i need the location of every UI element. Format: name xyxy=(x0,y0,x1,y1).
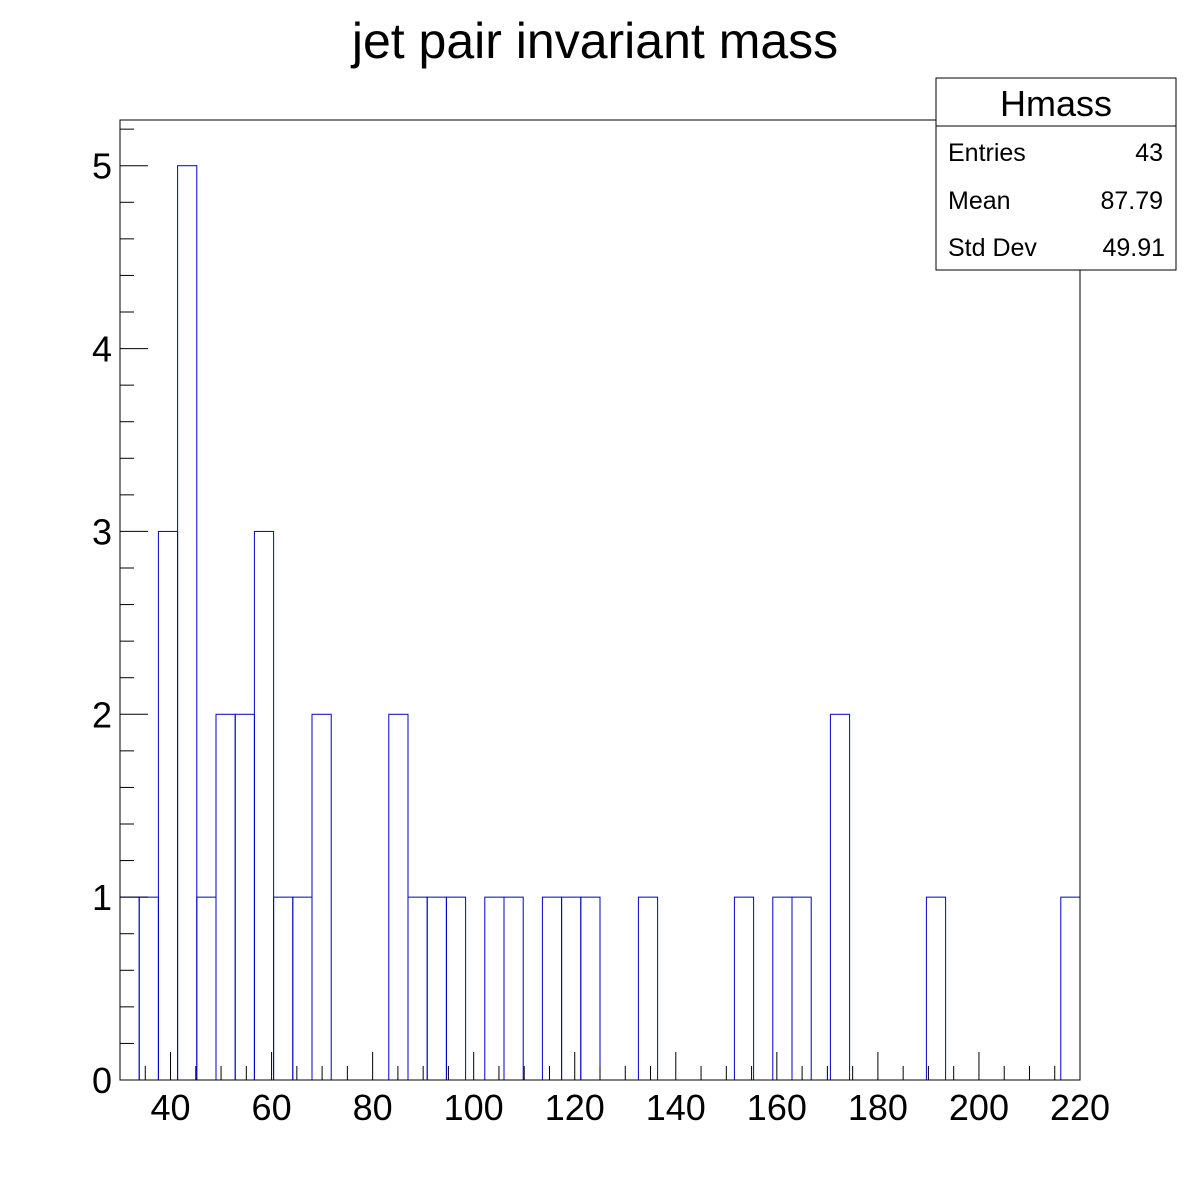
stats-box: Hmass Entries 43 Mean 87.79 Std Dev 49.9… xyxy=(935,77,1177,271)
x-tick-label: 120 xyxy=(545,1087,605,1128)
x-tick-label: 180 xyxy=(848,1087,908,1128)
stats-stddev-label: Std Dev xyxy=(948,234,1037,262)
x-tick-label: 80 xyxy=(353,1087,393,1128)
stats-mean-label: Mean xyxy=(948,187,1011,215)
histogram-bin xyxy=(119,896,140,1081)
histogram-bin xyxy=(215,713,236,1081)
histogram-bars xyxy=(119,165,1081,1081)
histogram-bin xyxy=(177,165,198,1081)
histogram-bin xyxy=(311,713,332,1081)
histogram-bin xyxy=(925,896,947,1081)
histogram-bin xyxy=(484,896,505,1081)
histogram-bin xyxy=(580,896,601,1081)
histogram-bin xyxy=(388,713,409,1081)
x-tick-label: 200 xyxy=(949,1087,1009,1128)
histogram-bin xyxy=(196,896,217,1081)
stats-entries-label: Entries xyxy=(948,139,1026,167)
stats-stddev-value: 49.91 xyxy=(1102,234,1165,262)
y-axis: 0 1 2 3 4 5 xyxy=(92,128,148,1101)
chart-title: jet pair invariant mass xyxy=(350,13,838,69)
histogram-bin xyxy=(791,896,812,1081)
histogram-bin xyxy=(234,713,255,1081)
histogram-bin xyxy=(407,896,428,1081)
y-tick-label: 0 xyxy=(92,1060,112,1101)
histogram-bin xyxy=(637,896,659,1081)
histogram-bin xyxy=(138,896,159,1081)
stats-mean-value: 87.79 xyxy=(1100,187,1163,215)
histogram-bin xyxy=(829,713,851,1081)
histogram-bin xyxy=(445,896,467,1081)
histogram-bin xyxy=(253,530,275,1081)
histogram-bin xyxy=(541,896,563,1081)
y-tick-label: 2 xyxy=(92,694,112,735)
histogram-bin xyxy=(503,896,524,1081)
histogram-bin xyxy=(426,896,447,1081)
x-tick-label: 220 xyxy=(1050,1087,1110,1128)
histogram-bin xyxy=(561,896,582,1081)
y-tick-label: 3 xyxy=(92,511,112,552)
histogram-bin xyxy=(273,896,294,1081)
histogram-bin xyxy=(292,896,313,1081)
x-tick-label: 60 xyxy=(252,1087,292,1128)
histogram-bin xyxy=(157,530,179,1081)
y-tick-label: 4 xyxy=(92,329,112,370)
y-tick-label: 1 xyxy=(92,877,112,918)
stats-entries-value: 43 xyxy=(1135,139,1163,167)
x-tick-label: 100 xyxy=(444,1087,504,1128)
x-axis: 40 60 80 100 120 140 160 180 200 220 xyxy=(144,1052,1110,1128)
x-tick-label: 140 xyxy=(646,1087,706,1128)
stats-title: Hmass xyxy=(1000,83,1112,124)
histogram-bin xyxy=(772,896,793,1081)
histogram-bin xyxy=(733,896,755,1081)
y-tick-label: 5 xyxy=(92,146,112,187)
histogram-bin xyxy=(1060,896,1081,1081)
x-tick-label: 40 xyxy=(151,1087,191,1128)
x-tick-label: 160 xyxy=(747,1087,807,1128)
